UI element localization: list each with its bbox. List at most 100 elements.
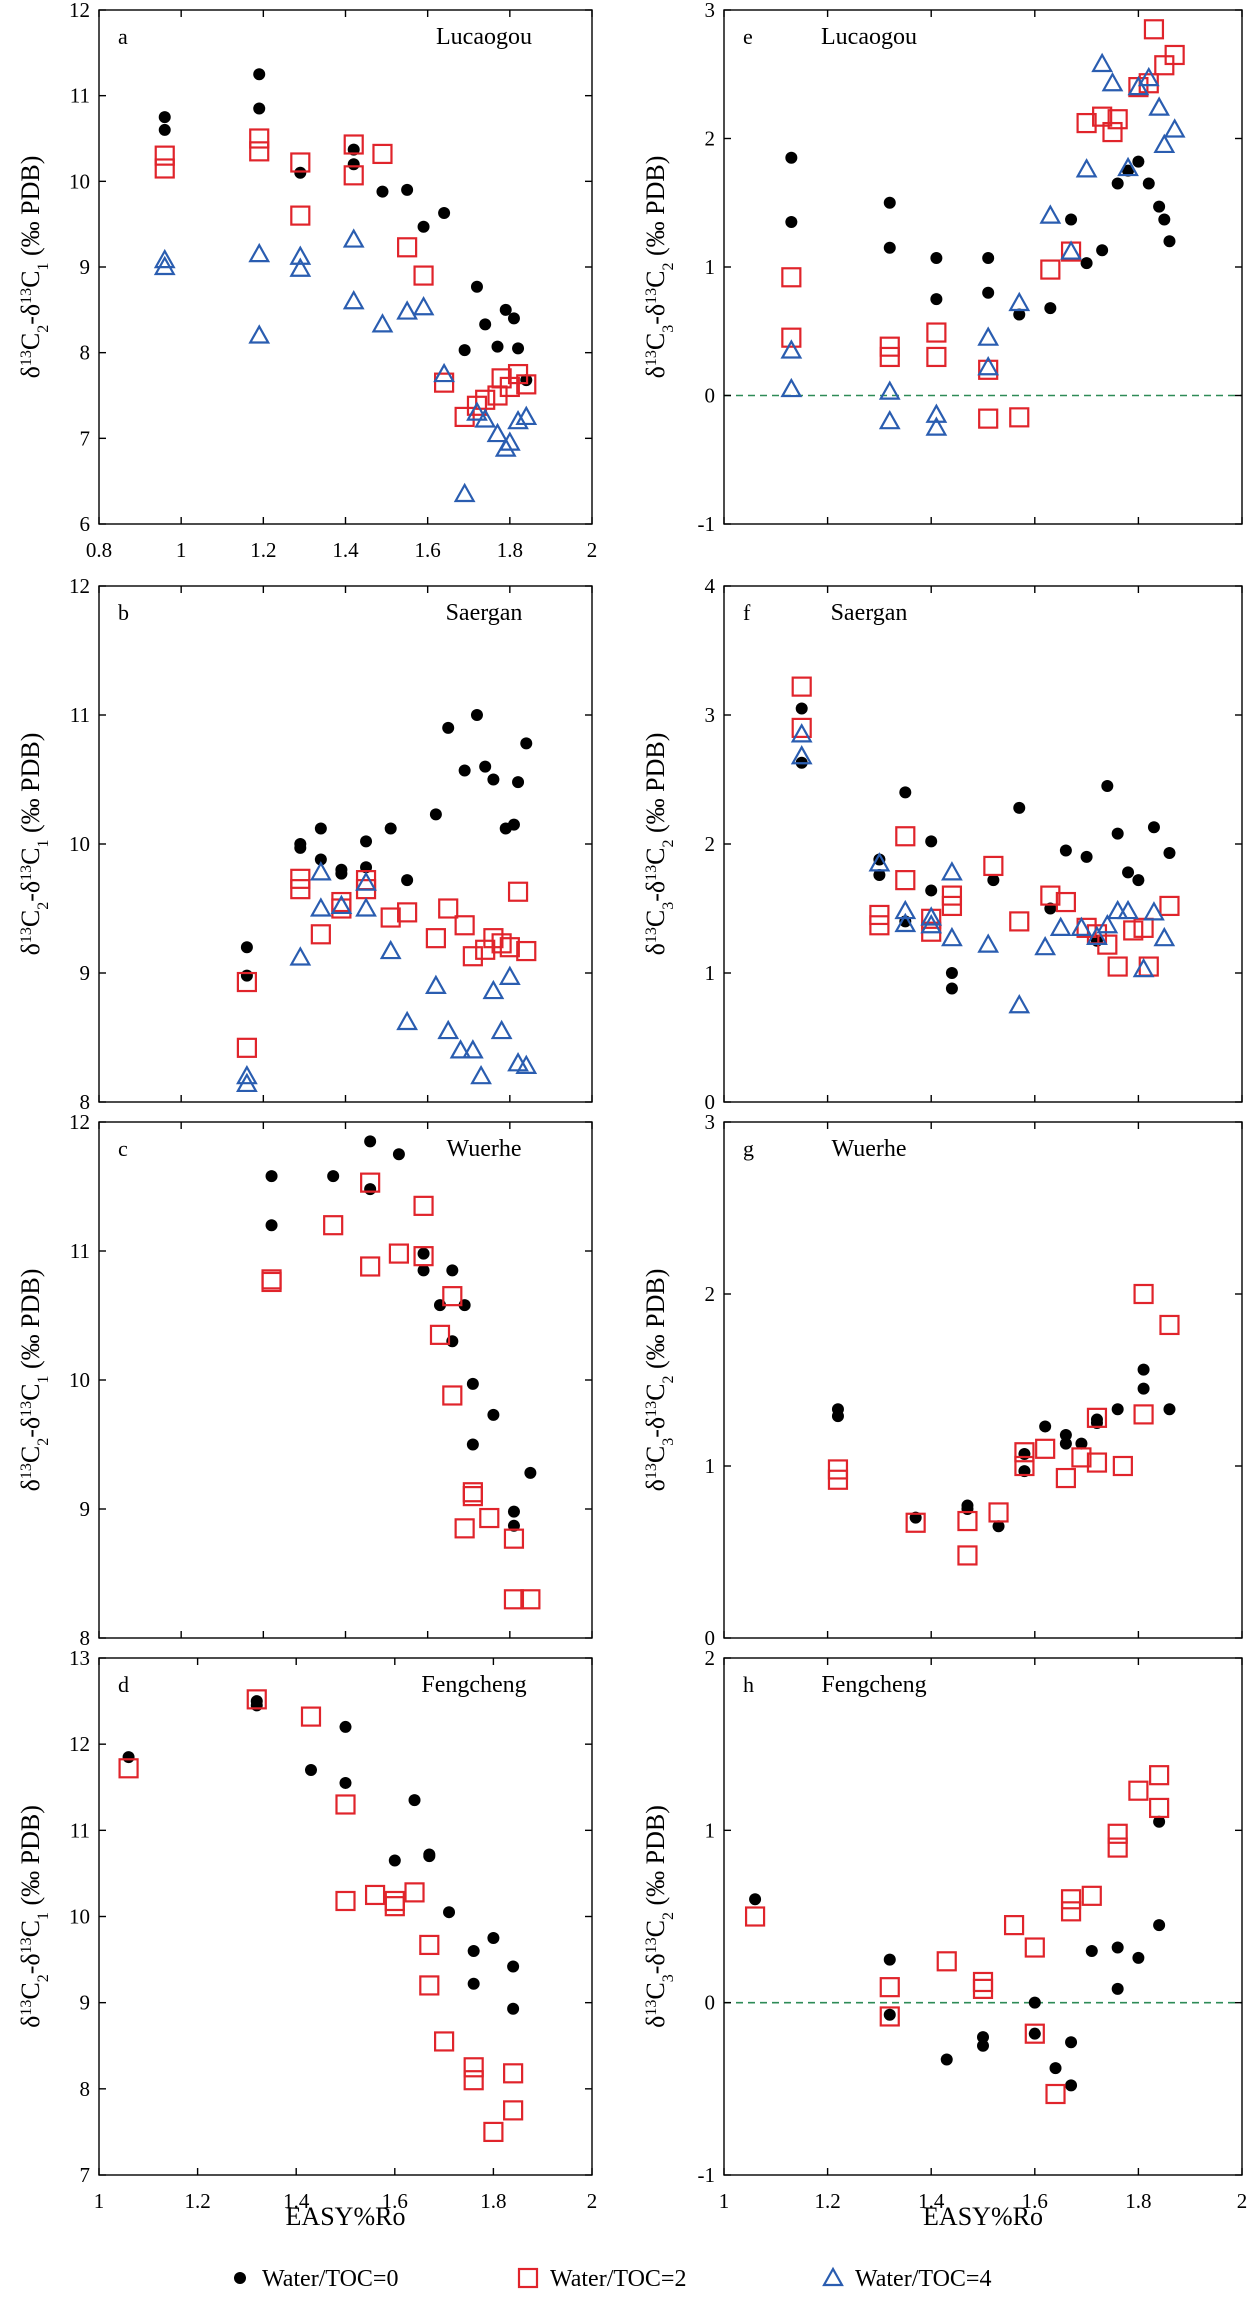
data-point <box>498 965 521 985</box>
data-point <box>248 242 271 263</box>
data-point <box>396 1010 419 1031</box>
data-point <box>503 1528 525 1549</box>
data-point <box>1065 2036 1078 2049</box>
data-point <box>449 1039 472 1059</box>
data-point <box>486 422 509 443</box>
data-point <box>781 327 802 348</box>
series-Water/TOC=2 <box>791 676 1180 977</box>
plot-frame <box>723 1657 1243 2176</box>
y-axis-label-part: 13 <box>643 1937 660 1953</box>
y-axis-label-part: C <box>16 910 45 927</box>
x-axis-label: EASY%Ro <box>923 2202 1043 2231</box>
y-tick-label: -1 <box>698 2163 716 2187</box>
panel-letter: c <box>118 1136 128 1161</box>
data-point <box>868 852 891 872</box>
data-point <box>791 676 812 697</box>
panel-letter: b <box>118 600 129 625</box>
data-point <box>470 1064 492 1085</box>
series-Water/TOC=4 <box>236 861 538 1093</box>
data-point <box>972 1971 994 1993</box>
data-point <box>458 764 471 777</box>
data-point <box>1091 52 1114 73</box>
x-tick-label: 1.8 <box>1125 2189 1151 2213</box>
y-axis-label-part: C <box>641 910 670 927</box>
data-point <box>490 1019 513 1040</box>
data-point <box>827 1469 849 1490</box>
data-point <box>1112 1455 1133 1477</box>
data-point <box>1039 204 1062 224</box>
data-point <box>978 359 999 380</box>
data-point <box>1044 302 1057 315</box>
data-point <box>925 884 938 897</box>
data-point <box>507 1960 520 1973</box>
data-point <box>1014 1455 1035 1477</box>
y-axis-label-part: 1 <box>35 263 52 271</box>
data-point <box>883 196 896 209</box>
panel-letter: d <box>118 1672 129 1697</box>
data-point <box>314 822 327 835</box>
y-axis-label-part: -δ <box>641 881 670 902</box>
data-point <box>1076 112 1097 134</box>
data-point <box>879 346 900 368</box>
panel-title: Wuerhe <box>832 1136 907 1162</box>
data-point <box>372 143 393 165</box>
y-tick-label: 0 <box>705 1626 716 1650</box>
data-point <box>1008 291 1031 312</box>
x-tick-label: 1.6 <box>382 2189 408 2213</box>
data-point <box>957 1545 978 1566</box>
data-point <box>869 904 890 926</box>
y-axis-label: δ13C2-δ13C1 (‰ PDB) <box>16 1805 52 2028</box>
y-axis-label-part: 2 <box>660 840 677 848</box>
panel-title: Fengcheng <box>421 1672 526 1698</box>
data-point <box>1143 19 1165 40</box>
series-Water/TOC=0 <box>749 1815 1166 2092</box>
data-point <box>945 982 958 995</box>
data-point <box>790 745 813 765</box>
y-axis-label-part: 2 <box>35 325 52 333</box>
series-Water/TOC=0 <box>831 1363 1176 1533</box>
x-tick-label: 2 <box>1237 2189 1248 2213</box>
data-point <box>380 907 401 928</box>
data-point <box>1164 44 1185 66</box>
data-point <box>454 915 475 936</box>
y-axis-label-part: 3 <box>660 325 677 333</box>
data-point <box>1028 2027 1041 2040</box>
data-point <box>926 322 947 343</box>
data-point <box>498 431 521 451</box>
data-point <box>397 237 418 258</box>
y-axis-label: δ13C2-δ13C1 (‰ PDB) <box>16 156 52 379</box>
data-point <box>253 68 266 81</box>
data-point <box>869 915 890 936</box>
y-axis-label-part: C <box>641 1384 670 1401</box>
y-axis-label-part: 13 <box>643 1463 660 1479</box>
data-point <box>342 228 365 248</box>
data-point <box>425 928 446 949</box>
data-point <box>781 267 802 288</box>
x-tick-label: 1.2 <box>250 538 276 562</box>
y-tick-label: 11 <box>70 1818 90 1842</box>
data-point <box>384 1890 405 1912</box>
data-point <box>355 871 377 891</box>
data-point <box>1059 1429 1072 1442</box>
y-tick-label: 9 <box>80 1991 91 2015</box>
y-tick-label: 3 <box>705 703 716 727</box>
data-point <box>335 1794 356 1815</box>
data-point <box>1117 899 1139 920</box>
data-point <box>1163 235 1176 248</box>
data-point <box>1049 916 1072 936</box>
y-axis-label-part: C <box>16 848 45 865</box>
y-tick-label: 12 <box>69 1732 90 1756</box>
y-axis-label-part: 3 <box>660 1438 677 1446</box>
data-point <box>780 339 803 359</box>
data-point <box>925 835 938 848</box>
y-axis-label-part: 2 <box>35 902 52 910</box>
data-point <box>470 280 483 293</box>
y-tick-label: 12 <box>69 574 90 598</box>
data-point <box>153 255 176 276</box>
y-tick-label: 1 <box>705 255 716 279</box>
data-point <box>419 1934 440 1956</box>
data-point <box>479 318 492 331</box>
data-point <box>507 409 529 430</box>
